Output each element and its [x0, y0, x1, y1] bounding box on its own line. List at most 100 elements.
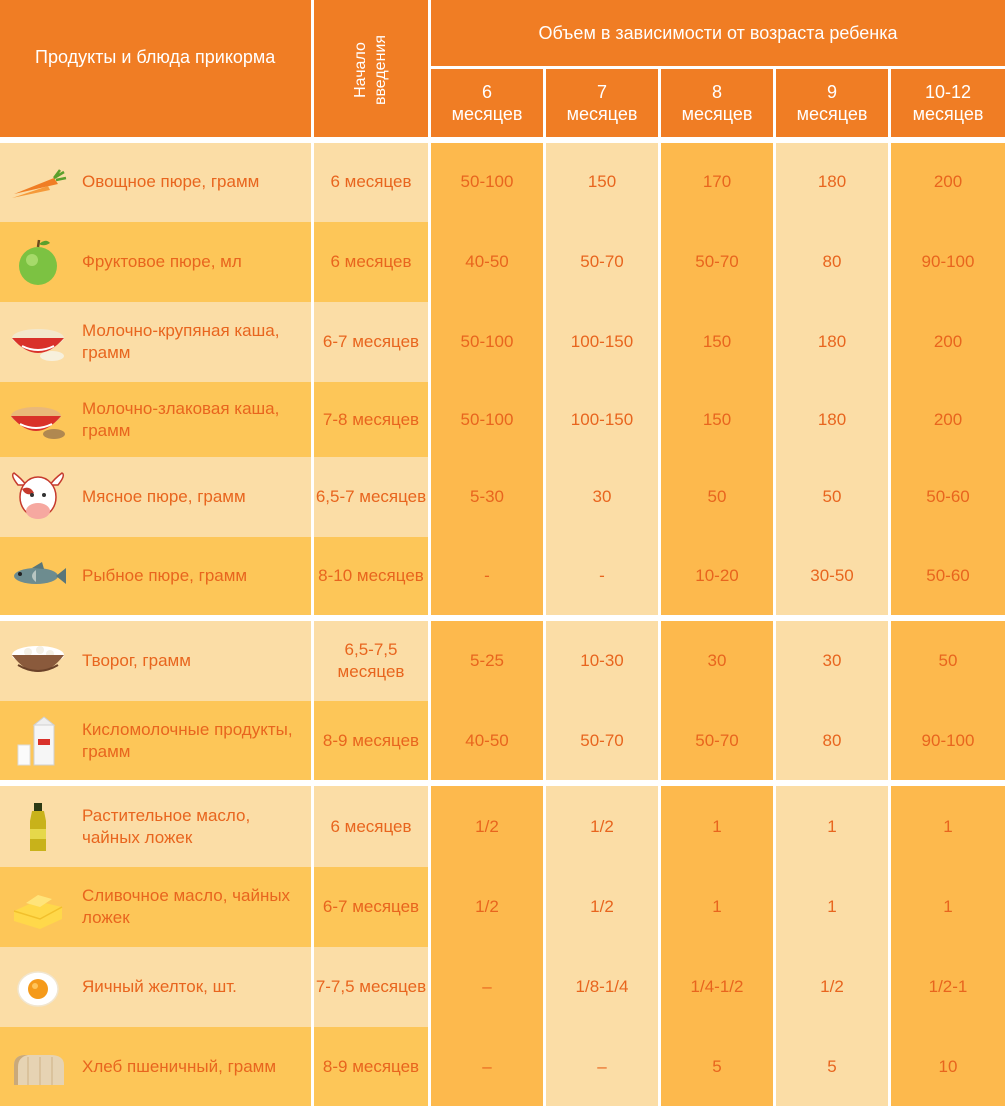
start-age: 6-7 месяцев: [322, 897, 420, 916]
header-month-unit: месяцев: [681, 104, 753, 124]
volume-7-months: 100-150: [570, 331, 634, 351]
volume-8-months: 170: [702, 171, 732, 191]
volume-6-months: 5-30: [469, 487, 505, 506]
month-8-column-bg: [661, 137, 773, 1106]
kefir-carton-icon: [17, 716, 56, 766]
volume-9-months: 5: [827, 1056, 837, 1076]
header-month-10-12: 10-12 месяцев: [891, 69, 1005, 137]
start-cell-shade: [314, 701, 428, 781]
volume-7-months: 10-30: [580, 651, 624, 670]
month-9-column-bg: [776, 137, 888, 1106]
header-month-6: 6 месяцев: [431, 69, 543, 137]
volume-6-months: 1/2: [475, 897, 499, 916]
volume-6-months: –: [482, 977, 492, 996]
porridge-bowl-icon: [12, 328, 64, 361]
start-age: 6 месяцев: [330, 171, 412, 191]
volume-9-months: 180: [817, 171, 847, 191]
volume-10-12-months: 50: [938, 651, 958, 670]
volume-7-months: 1/2: [590, 897, 614, 916]
volume-8-months: 1: [712, 816, 722, 836]
volume-6-months: -: [484, 566, 490, 585]
volume-8-months: 50: [707, 487, 727, 506]
volume-6-months: –: [482, 1056, 492, 1076]
volume-8-months: 50-70: [695, 731, 739, 750]
food-name: Хлеб пшеничный, грамм: [82, 1056, 277, 1076]
start-age: 8-10 месяцев: [318, 566, 424, 585]
volume-8-months: 10-20: [695, 566, 739, 585]
volume-7-months: 50-70: [580, 731, 624, 750]
volume-9-months: 80: [822, 252, 842, 271]
volume-10-12-months: 200: [933, 331, 963, 351]
start-age: 6-7 месяцев: [322, 331, 420, 351]
food-name: Мясное пюре, грамм: [82, 487, 246, 506]
volume-6-months: 40-50: [465, 252, 509, 271]
volume-8-months: 150: [702, 331, 732, 351]
volume-10-12-months: 90-100: [921, 731, 975, 750]
start-age: 7-7,5 месяцев: [315, 977, 427, 996]
header-month-number: 9: [826, 82, 837, 102]
group-separator: [0, 137, 1005, 143]
volume-10-12-months: 1/2-1: [928, 977, 968, 996]
volume-10-12-months: 200: [933, 171, 963, 191]
start-cell-shade: [314, 222, 428, 302]
volume-6-months: 50-100: [460, 409, 514, 429]
cow-icon: [11, 472, 65, 519]
volume-10-12-months: 1: [943, 816, 953, 836]
volume-10-12-months: 50-60: [926, 566, 970, 585]
food-name: Растительное масло, чайных ложек: [82, 805, 251, 847]
header-month-number: 7: [596, 82, 607, 102]
start-age: 8-9 месяцев: [322, 1056, 420, 1076]
table-row: Овощное пюре, грамм 6 месяцев 50-100 150…: [0, 142, 1005, 221]
table-row: Молочно-злаковая каша, грамм 7-8 месяцев…: [0, 382, 1005, 457]
header-month-unit: месяцев: [451, 104, 523, 124]
volume-9-months: 30: [822, 651, 842, 670]
volume-6-months: 5-25: [469, 651, 505, 670]
volume-9-months: 1: [827, 897, 837, 916]
volume-9-months: 30-50: [810, 566, 854, 585]
fish-icon: [14, 562, 66, 584]
table-row: Мясное пюре, грамм 6,5-7 месяцев 5-30 30…: [0, 457, 1005, 537]
month-7-column-bg: [546, 137, 658, 1106]
table-row: Сливочное масло, чайных ложек 6-7 месяце…: [0, 867, 1005, 947]
start-cell-shade: [314, 1027, 428, 1106]
food-name: Рыбное пюре, грамм: [82, 566, 248, 585]
volume-8-months: 1/4-1/2: [690, 977, 744, 996]
header-month-unit: месяцев: [796, 104, 868, 124]
volume-9-months: 180: [817, 331, 847, 351]
volume-7-months: -: [599, 566, 605, 585]
volume-6-months: 1/2: [475, 816, 499, 836]
table-row: Кисломолочные продукты, грамм 8-9 месяце…: [0, 701, 1005, 781]
header-start-column: Начало введения: [314, 0, 428, 137]
table-row: Рыбное пюре, грамм 8-10 месяцев - - 10-2…: [0, 537, 1005, 615]
table-row: Фруктовое пюре, мл 6 месяцев 40-50 50-70…: [0, 222, 1005, 302]
month-6-column-bg: [431, 137, 543, 1106]
food-name: Молочно-крупяная каша, грамм: [82, 320, 280, 362]
bread-icon: [14, 1054, 64, 1085]
volume-7-months: 30: [592, 487, 612, 506]
table-row: Молочно-крупяная каша, грамм 6-7 месяцев…: [0, 302, 1005, 381]
volume-9-months: 50: [822, 487, 842, 506]
table-row: Яичный желток, шт. 7-7,5 месяцев – 1/8-1…: [0, 947, 1005, 1027]
volume-10-12-months: 200: [933, 409, 963, 429]
volume-9-months: 1/2: [820, 977, 844, 996]
volume-6-months: 50-100: [460, 171, 514, 191]
volume-8-months: 50-70: [695, 252, 739, 271]
table-row: Растительное масло, чайных ложек 6 месяц…: [0, 786, 1005, 867]
volume-6-months: 40-50: [465, 731, 509, 750]
start-age: 6 месяцев: [330, 816, 412, 836]
food-name: Молочно-злаковая каша, грамм: [82, 398, 280, 440]
header-age-group: Объем в зависимости от возраста ребенка: [431, 0, 1005, 66]
volume-7-months: 1/2: [590, 816, 614, 836]
header-food-column: Продукты и блюда прикорма: [0, 0, 311, 137]
egg-yolk-icon: [17, 971, 59, 1007]
start-cell-shade: [314, 867, 428, 947]
cereal-bowl-icon: [11, 406, 65, 439]
start-age: 7-8 месяцев: [322, 409, 420, 429]
header-month-number: 8: [711, 82, 722, 102]
food-name: Кисломолочные продукты, грамм: [82, 720, 293, 761]
butter-icon: [13, 895, 63, 929]
volume-10-12-months: 10: [938, 1056, 958, 1076]
header-month-number: 10-12: [924, 82, 972, 102]
header-month-7: 7 месяцев: [546, 69, 658, 137]
volume-7-months: 50-70: [580, 252, 624, 271]
